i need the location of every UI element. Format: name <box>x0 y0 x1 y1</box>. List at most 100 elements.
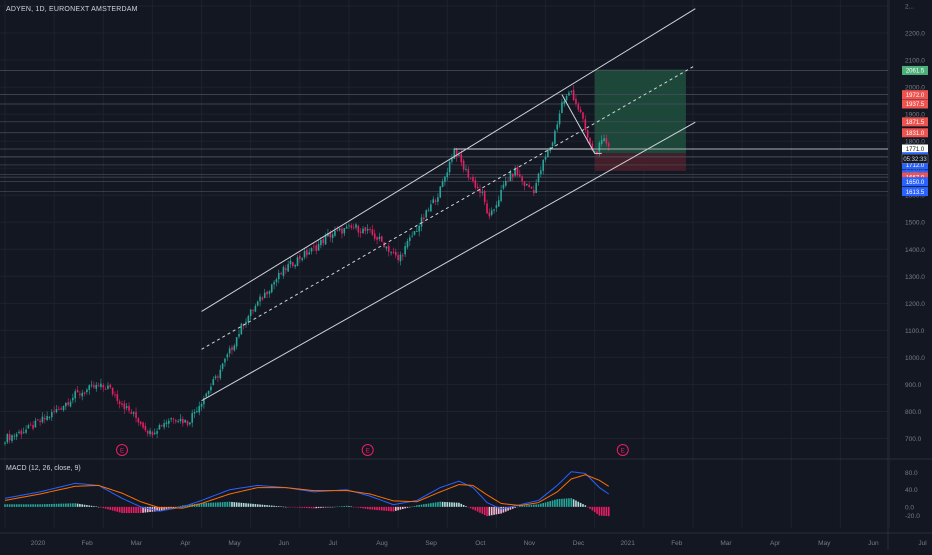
macd-histogram-bar <box>8 504 11 507</box>
candle-body <box>151 431 154 436</box>
candle-body <box>182 418 184 424</box>
macd-histogram-bar <box>366 506 369 510</box>
macd-histogram-bar <box>528 505 530 507</box>
macd-histogram-bar <box>273 505 275 507</box>
macd-histogram-bar <box>277 506 280 507</box>
macd-histogram-bar <box>458 502 460 507</box>
macd-histogram-bar <box>467 506 470 508</box>
candle-body <box>516 166 519 176</box>
macd-histogram-bar <box>259 504 261 507</box>
candle-body <box>240 323 243 335</box>
price-axis-tick: 1500.0 <box>905 220 925 227</box>
candle-body <box>254 305 257 312</box>
macd-histogram-bar <box>446 502 449 507</box>
candle-body <box>200 403 203 407</box>
macd-histogram-bar <box>93 506 95 507</box>
macd-histogram-bar <box>55 503 58 507</box>
price-level-tag <box>902 187 928 197</box>
candle-body <box>217 376 219 378</box>
candle-body <box>76 389 79 393</box>
macd-histogram-bar <box>320 506 322 508</box>
macd-histogram-bar <box>29 504 32 507</box>
candle-body <box>413 231 416 235</box>
macd-histogram-bar <box>331 506 334 508</box>
price-axis-tick: 2000.0 <box>905 85 925 92</box>
candle-body <box>310 248 313 252</box>
time-axis-tick: Sep <box>425 540 437 547</box>
candle-body <box>364 227 367 232</box>
target-zone <box>594 69 686 154</box>
macd-histogram-bar <box>338 506 341 507</box>
candle-body <box>156 431 158 434</box>
macd-histogram-bar <box>568 498 570 507</box>
candle-body <box>15 434 18 437</box>
chart-title: ADYEN, 1D, EURONEXT AMSTERDAM <box>6 6 138 13</box>
price-level-label: 1972.0 <box>906 93 925 99</box>
macd-histogram-bar <box>212 502 215 507</box>
candle-body <box>39 420 41 423</box>
macd-histogram-bar <box>371 506 374 510</box>
macd-histogram-bar <box>563 498 566 507</box>
earnings-marker-label: E <box>621 449 625 455</box>
macd-histogram-bar <box>427 503 430 507</box>
macd-histogram-bar <box>432 502 435 507</box>
candle-body <box>296 257 299 267</box>
macd-histogram-bar <box>36 504 39 507</box>
macd-histogram-bar <box>404 506 406 509</box>
candle-body <box>598 142 601 152</box>
candle-body <box>130 412 133 415</box>
macd-histogram-bar <box>402 506 404 510</box>
macd-histogram-bar <box>530 504 533 507</box>
candle-body <box>418 225 420 232</box>
macd-histogram-bar <box>572 499 575 507</box>
macd-histogram-bar <box>27 504 30 507</box>
macd-histogram-bar <box>350 506 353 508</box>
macd-histogram-bar <box>411 506 413 508</box>
macd-histogram-bar <box>97 506 100 508</box>
macd-histogram-bar <box>130 506 133 514</box>
macd-histogram-bar <box>249 503 252 507</box>
macd-histogram-bar <box>289 506 292 508</box>
candle-body <box>8 434 11 441</box>
candle-body <box>607 143 610 147</box>
candle-body <box>69 401 72 407</box>
macd-histogram-bar <box>53 503 55 507</box>
macd-histogram-bar <box>317 506 320 509</box>
macd-histogram-bar <box>15 504 18 507</box>
macd-histogram-bar <box>81 504 84 507</box>
candle-body <box>497 200 500 207</box>
macd-histogram-bar <box>600 506 603 516</box>
macd-histogram-bar <box>420 504 423 507</box>
countdown-label: 05:32:33 <box>903 157 927 163</box>
candle-body <box>451 158 453 162</box>
macd-histogram-bar <box>394 506 397 511</box>
candle-body <box>270 284 273 293</box>
candle-body <box>586 130 589 138</box>
candle-body <box>13 435 16 437</box>
macd-histogram-bar <box>605 506 608 516</box>
macd-histogram-bar <box>310 506 313 509</box>
macd-histogram-bar <box>511 506 514 509</box>
candle-body <box>593 150 596 152</box>
candle-body <box>125 406 128 408</box>
channel-lower-line <box>201 121 696 402</box>
candle-body <box>444 176 446 182</box>
macd-histogram-bar <box>118 506 121 513</box>
triangle-pattern <box>561 94 602 154</box>
candle-body <box>348 225 350 227</box>
macd-histogram-bar <box>51 503 53 507</box>
candle-body <box>43 417 46 420</box>
earnings-marker-label: E <box>366 449 370 455</box>
candle-body <box>184 419 186 423</box>
macd-histogram-bar <box>413 505 416 507</box>
macd-histogram-bar <box>544 502 547 507</box>
candle-body <box>378 236 381 239</box>
candle-body <box>303 251 306 258</box>
macd-histogram-bar <box>526 505 528 507</box>
candle-body <box>268 291 271 294</box>
candle-body <box>196 411 198 413</box>
candle-body <box>490 210 493 215</box>
candle-body <box>411 235 413 237</box>
